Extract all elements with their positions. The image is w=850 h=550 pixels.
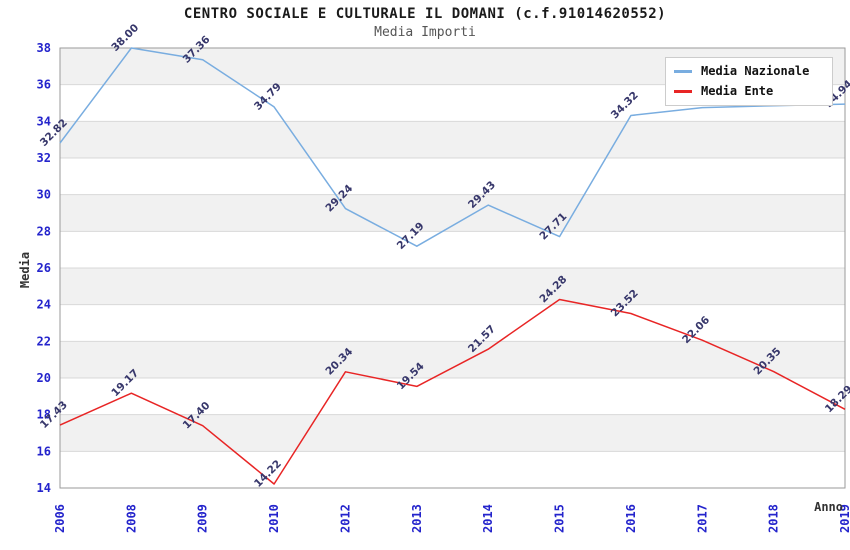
plot-band (60, 268, 845, 305)
legend-label-media-nazionale: Media Nazionale (701, 64, 810, 78)
x-tick-label: 2018 (767, 504, 781, 533)
media-nazionale-line-swatch-icon (674, 69, 692, 73)
data-point-label: 14.22 (252, 458, 284, 490)
y-tick-label: 24 (37, 298, 51, 312)
x-tick-label: 2017 (695, 504, 709, 533)
y-tick-label: 16 (37, 444, 51, 458)
chart-title: CENTRO SOCIALE E CULTURALE IL DOMANI (c.… (183, 6, 667, 22)
plot-band (60, 414, 845, 452)
y-tick-label: 36 (37, 78, 51, 92)
data-point-label: 34.32 (609, 89, 641, 121)
legend-item-media-ente: Media Ente (674, 84, 824, 98)
x-tick-label: 2010 (267, 504, 281, 533)
y-axis-title: Media (18, 252, 32, 288)
legend: Media Nazionale Media Ente (665, 57, 833, 106)
y-tick-label: 32 (37, 151, 51, 165)
y-tick-label: 18 (37, 408, 51, 422)
plot-band (60, 121, 845, 158)
x-tick-label: 2006 (53, 504, 67, 533)
media-ente-line-swatch-icon (674, 89, 692, 93)
x-tick-label: 2015 (553, 504, 567, 533)
x-tick-label: 2013 (410, 504, 424, 533)
legend-item-media-nazionale: Media Nazionale (674, 64, 824, 78)
y-tick-label: 14 (37, 481, 51, 495)
data-point-label: 34.79 (252, 81, 284, 113)
legend-label-media-ente: Media Ente (701, 84, 774, 98)
x-axis-title: Anno (814, 500, 843, 514)
y-tick-label: 30 (37, 188, 51, 202)
y-tick-label: 22 (37, 334, 51, 348)
plot-border (59, 47, 846, 489)
y-tick-label: 28 (37, 224, 51, 238)
x-tick-label: 2012 (338, 504, 352, 533)
x-tick-label: 2009 (196, 504, 210, 533)
x-tick-label: 2008 (124, 504, 138, 533)
series-line-media-ente (59, 298, 846, 485)
x-tick-label: 2016 (624, 504, 638, 533)
x-tick-label: 2014 (481, 504, 495, 533)
series-line-media-nazionale (59, 47, 846, 247)
chart-subtitle: Media Importi (374, 25, 476, 40)
x-tick-label: 2019 (838, 504, 850, 533)
y-tick-label: 34 (37, 114, 51, 128)
y-tick-label: 26 (37, 261, 51, 275)
plot-band (60, 341, 845, 378)
y-tick-label: 38 (37, 41, 51, 55)
y-tick-label: 20 (37, 371, 51, 385)
